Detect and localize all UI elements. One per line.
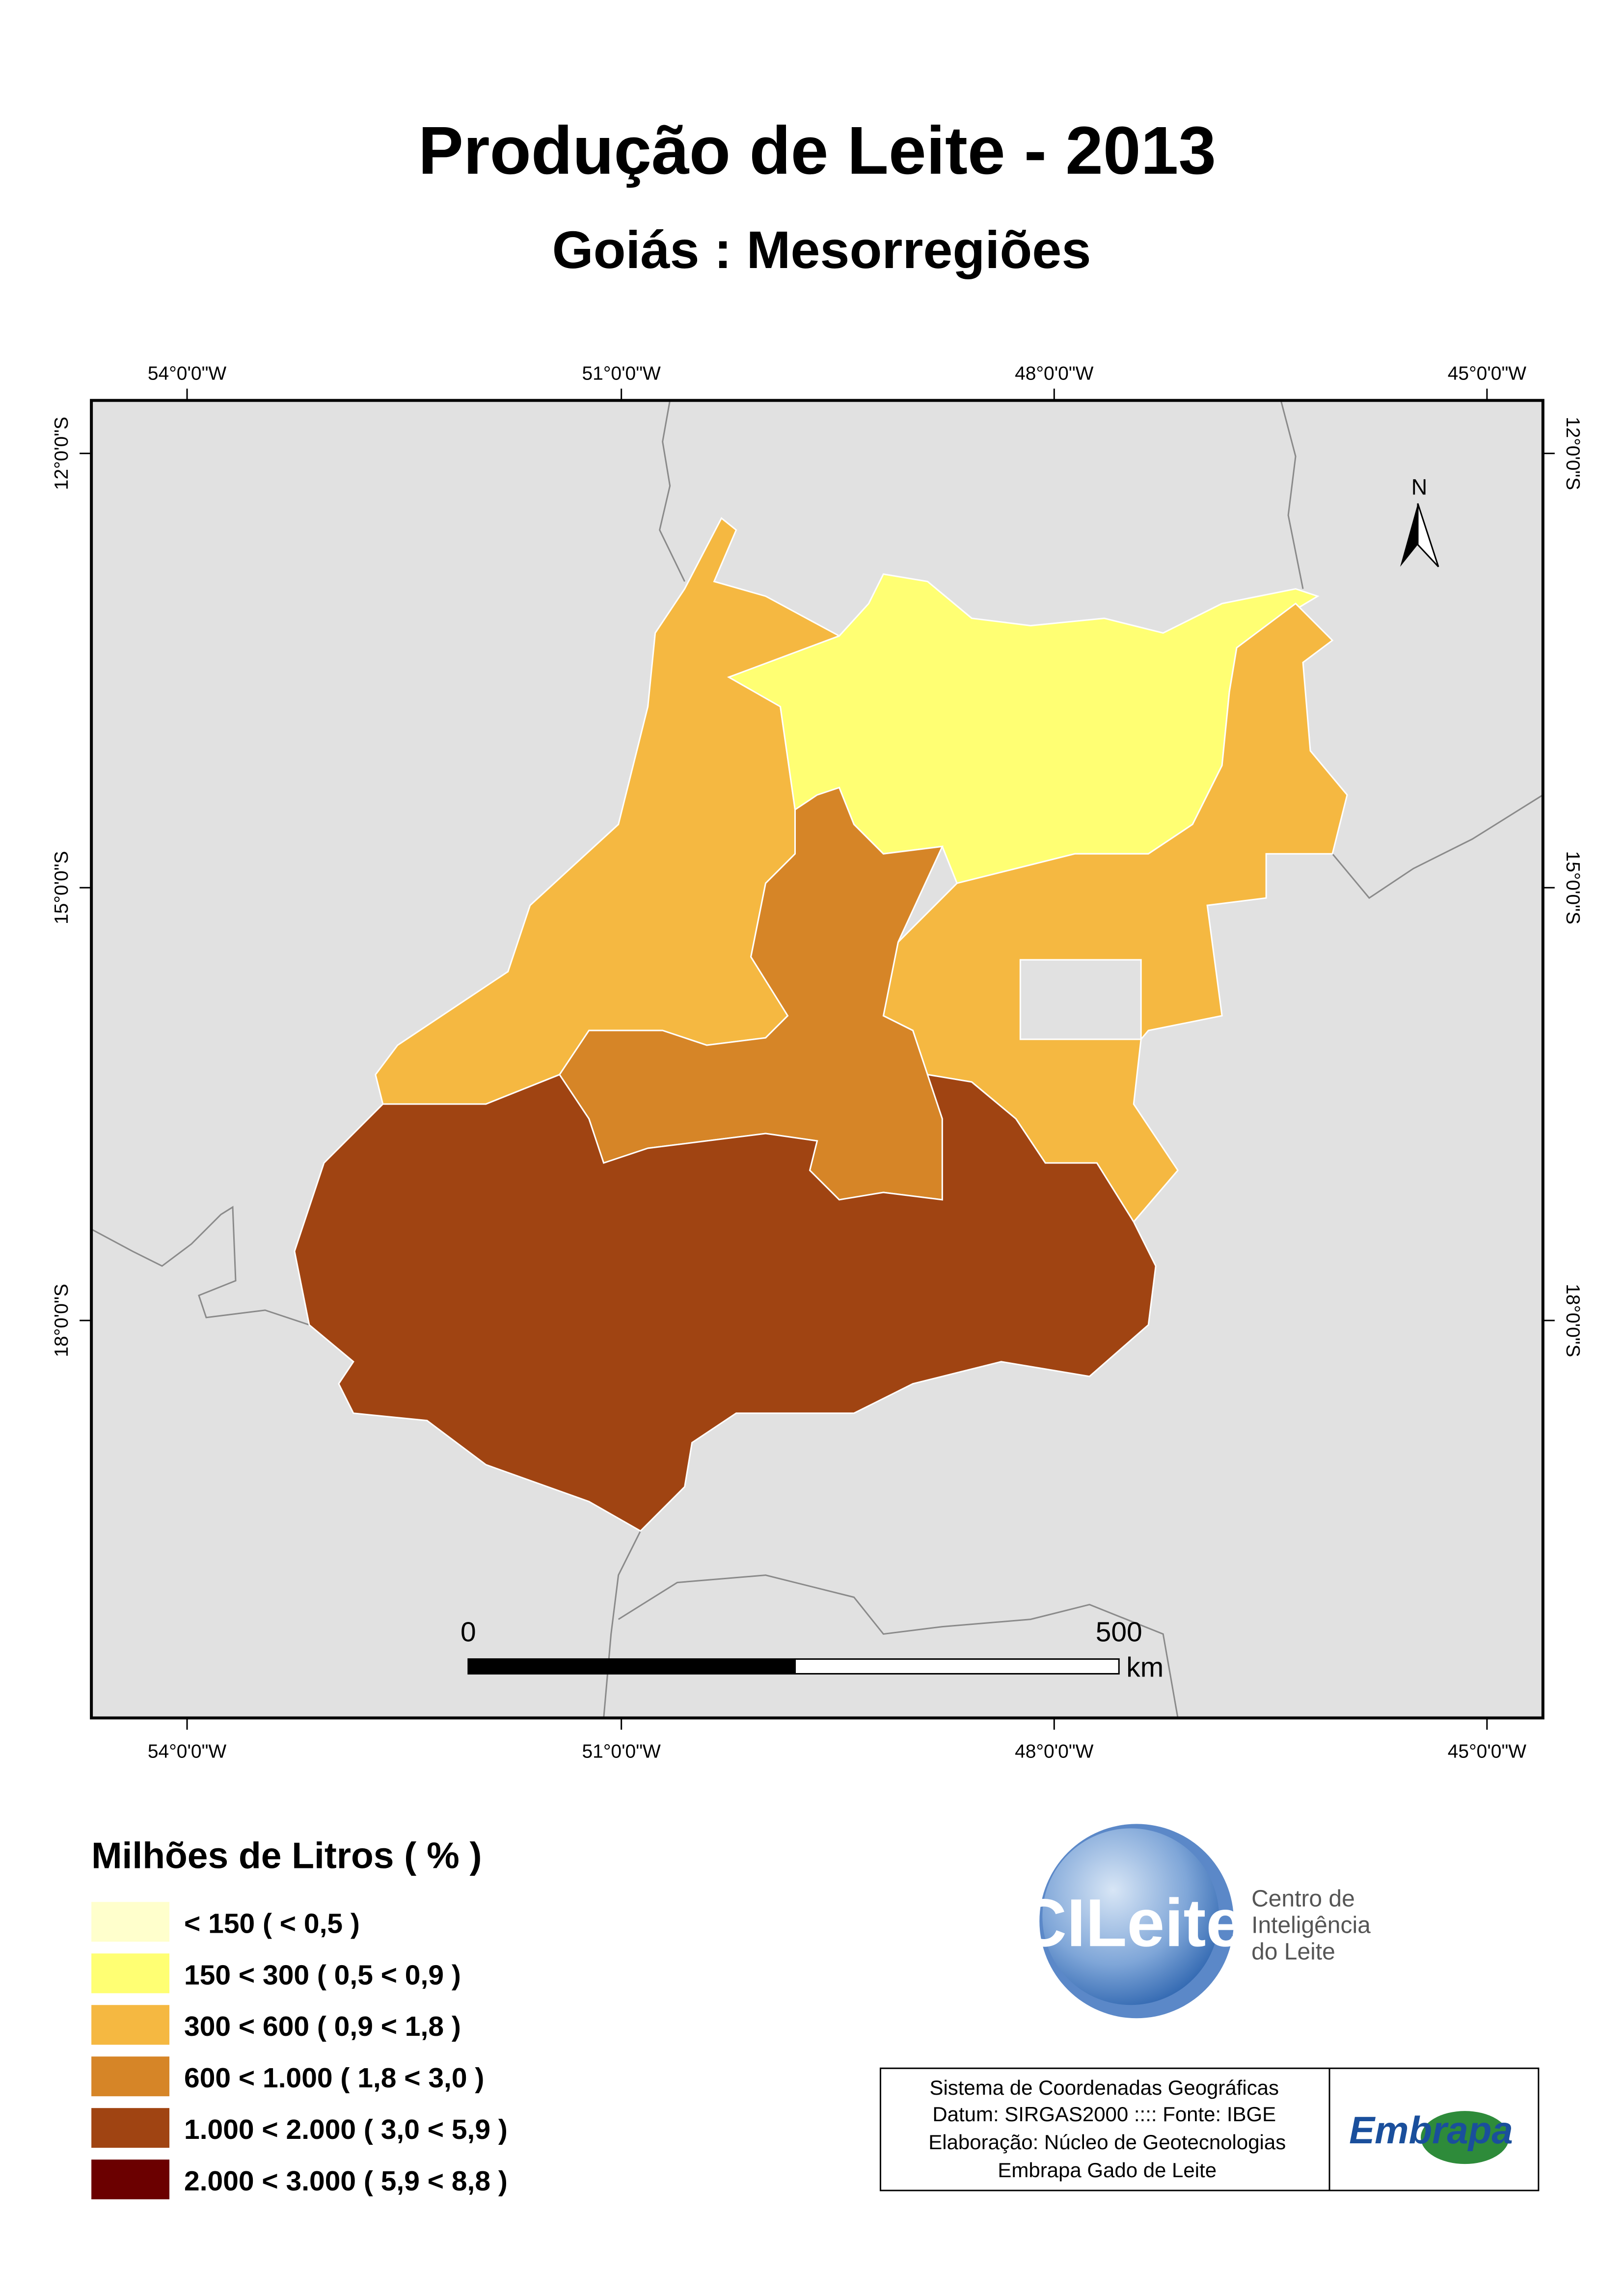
logo-name: CILeite <box>1018 1885 1244 1961</box>
legend-swatch <box>91 1902 170 1942</box>
scale-unit: km <box>1126 1652 1164 1683</box>
border <box>91 1206 310 1326</box>
region <box>294 1074 1157 1532</box>
map-frame: N 0 500 km 54°0'0"W 54°0'0"W 51°0'0"W 51°0'… <box>51 363 1583 1762</box>
lat-label: 15°0'0"S <box>1562 851 1583 924</box>
lat-label: 18°0'0"S <box>51 1284 72 1357</box>
lon-label: 51°0'0"W <box>582 1741 661 1762</box>
legend-swatch <box>91 2056 170 2097</box>
north-label: N <box>1411 475 1427 500</box>
scale-end: 500 <box>1096 1617 1142 1648</box>
federal-district <box>1019 959 1142 1040</box>
info-line: Elaboração: Núcleo de Geotecnologias <box>928 2131 1286 2154</box>
border <box>618 1574 1179 1718</box>
scale-segment <box>794 1658 1120 1675</box>
legend-label: 1.000 < 2.000 ( 3,0 < 5,9 ) <box>184 2114 508 2145</box>
border <box>1331 794 1543 899</box>
legend-label: 2.000 < 3.000 ( 5,9 < 8,8 ) <box>184 2165 508 2197</box>
legend: Milhões de Litros ( % ) < 150 ( < 0,5 ) 1… <box>91 1835 508 2200</box>
arrow-right <box>1417 503 1439 567</box>
legend-swatch <box>91 1953 170 1994</box>
lon-label: 45°0'0"W <box>1448 1741 1527 1762</box>
legend-label: < 150 ( < 0,5 ) <box>184 1908 360 1939</box>
logo-line: Centro de <box>1251 1886 1355 1912</box>
subtitle: Goiás : Mesorregiões <box>552 220 1091 279</box>
title: Produção de Leite - 2013 <box>418 113 1216 189</box>
lat-label: 12°0'0"S <box>51 417 72 490</box>
logo-line: do Leite <box>1251 1939 1335 1965</box>
info-line: Embrapa Gado de Leite <box>998 2159 1217 2182</box>
logo-circle <box>1042 1828 1219 2005</box>
legend-title: Milhões de Litros ( % ) <box>91 1835 482 1876</box>
brand-mark <box>1420 2111 1509 2164</box>
lon-label: 51°0'0"W <box>582 363 661 384</box>
border <box>659 400 685 582</box>
legend-swatch <box>91 2005 170 2045</box>
lon-label: 48°0'0"W <box>1015 363 1094 384</box>
logo: CILeite Centro de Inteligência do Leite <box>1018 1824 1371 2019</box>
lon-label: 54°0'0"W <box>148 363 227 384</box>
lon-label: 48°0'0"W <box>1015 1741 1094 1762</box>
regions <box>294 517 1348 1532</box>
legend-label: 150 < 300 ( 0,5 < 0,9 ) <box>184 1959 461 1991</box>
lon-label: 45°0'0"W <box>1448 363 1527 384</box>
north-arrow: N <box>1400 475 1439 567</box>
scale-bar: 0 500 km <box>460 1617 1164 1683</box>
lon-label: 54°0'0"W <box>148 1741 227 1762</box>
neighbor-borders <box>91 400 1543 1718</box>
scale-segment <box>467 1658 796 1675</box>
brand: Embrapa <box>1349 2108 1513 2152</box>
lat-label: 18°0'0"S <box>1562 1284 1583 1357</box>
lat-label: 15°0'0"S <box>51 851 72 924</box>
border <box>603 1530 641 1718</box>
frame-border <box>90 399 1544 1720</box>
arrow-left <box>1400 503 1418 567</box>
lat-label: 12°0'0"S <box>1562 417 1583 490</box>
legend-swatch <box>91 2160 170 2200</box>
info-box: Sistema de Coordenadas Geográficas Datum… <box>879 2067 1540 2191</box>
logo-line: Inteligência <box>1251 1912 1371 1938</box>
info-line: Sistema de Coordenadas Geográficas <box>929 2076 1279 2099</box>
scale-start: 0 <box>460 1617 476 1648</box>
legend-label: 300 < 600 ( 0,9 < 1,8 ) <box>184 2011 461 2042</box>
border <box>1280 400 1304 589</box>
legend-label: 600 < 1.000 ( 1,8 < 3,0 ) <box>184 2062 484 2094</box>
info-line: Datum: SIRGAS2000 :::: Fonte: IBGE <box>932 2103 1276 2126</box>
legend-swatch <box>91 2108 170 2148</box>
